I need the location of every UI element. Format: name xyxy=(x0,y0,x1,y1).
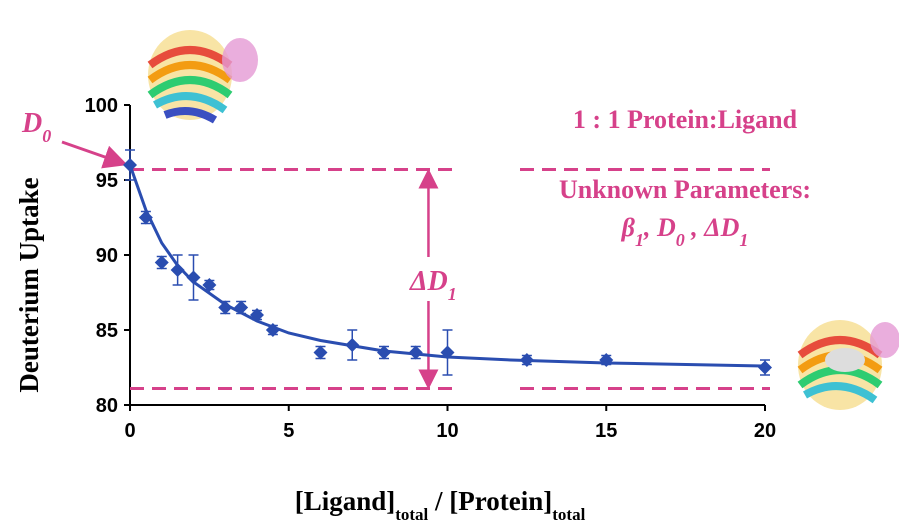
annotation-ratio: 1 : 1 Protein:Ligand xyxy=(573,105,798,134)
text-part: / [Protein] xyxy=(428,486,552,516)
y-tick-label: 90 xyxy=(96,245,118,267)
annotation-unknown: Unknown Parameters: xyxy=(559,175,811,204)
x-tick-label: 20 xyxy=(754,420,776,442)
y-tick-label: 80 xyxy=(96,395,118,417)
data-point xyxy=(170,263,185,277)
text-part: β xyxy=(621,213,636,242)
annotation-delta-d1: ΔD1 xyxy=(409,266,457,304)
subscript: 0 xyxy=(676,230,685,250)
y-axis-label: Deuterium Uptake xyxy=(14,177,44,392)
x-tick-label: 5 xyxy=(283,420,294,442)
data-point xyxy=(313,345,328,360)
data-point xyxy=(218,300,233,315)
subscript: 0 xyxy=(42,126,51,146)
y-tick-label: 85 xyxy=(96,320,118,342)
x-tick-label: 10 xyxy=(436,420,458,442)
y-tick-label: 95 xyxy=(96,170,118,192)
text-part: , D xyxy=(643,213,676,242)
subscript: 1 xyxy=(635,230,644,250)
text-part: ΔD xyxy=(409,266,448,297)
text-part: , ΔD xyxy=(685,213,740,242)
data-point xyxy=(758,360,772,375)
subscript: total xyxy=(552,505,585,520)
annotation-params: β1, D0 , ΔD1 xyxy=(621,213,749,250)
annotation-d0: D0 xyxy=(21,108,51,146)
data-point xyxy=(202,278,217,292)
subscript: 1 xyxy=(448,284,457,304)
data-point xyxy=(154,255,169,270)
protein-bound xyxy=(797,320,899,410)
x-axis-label: [Ligand]total / [Protein]total xyxy=(295,486,586,520)
d0-arrow xyxy=(61,140,128,169)
data-point xyxy=(186,270,201,285)
text-part: [Ligand] xyxy=(295,486,396,516)
protein-apo xyxy=(147,30,258,124)
text-part: D xyxy=(21,108,42,139)
x-tick-label: 15 xyxy=(595,420,617,442)
subscript: total xyxy=(395,505,428,520)
fit-line xyxy=(128,164,766,368)
x-tick-label: 0 xyxy=(124,420,135,442)
y-tick-label: 100 xyxy=(85,95,118,117)
subscript: 1 xyxy=(739,230,748,250)
